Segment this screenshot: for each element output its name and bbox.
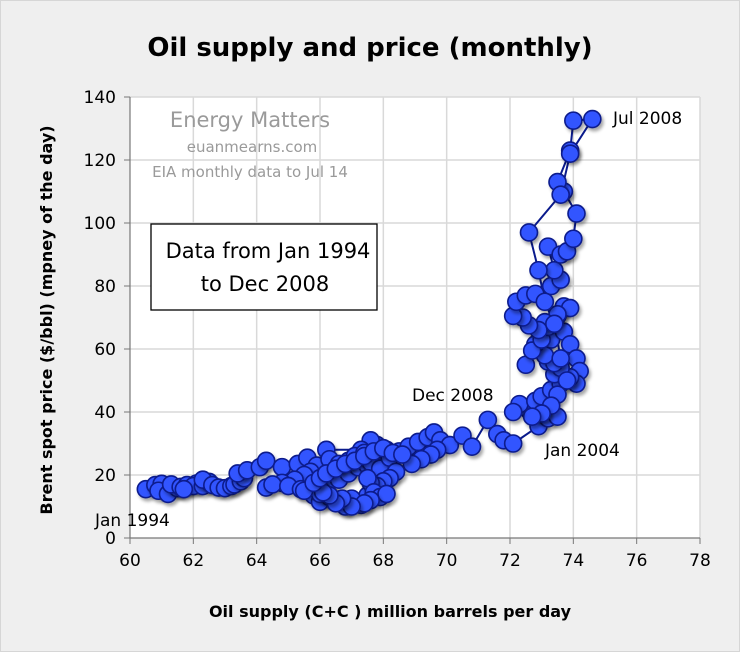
data-point	[478, 410, 498, 430]
y-tick-label: 140	[84, 88, 116, 108]
tick-labels: 60 62 64 66 68 70 72 74 76 78 0 20 40 60 80 100 120 140	[84, 88, 711, 571]
x-axis-label: Oil supply (C+C ) million barrels per da…	[209, 602, 572, 621]
data-point	[519, 223, 539, 242]
data-point	[545, 260, 564, 280]
x-tick-label: 66	[309, 551, 331, 571]
x-tick-label: 64	[246, 551, 268, 571]
y-tick-label: 100	[84, 214, 116, 234]
data-point	[560, 144, 580, 163]
data-point	[522, 407, 542, 427]
x-tick-label: 70	[436, 551, 458, 571]
chart-title: Oil supply and price (monthly)	[147, 33, 592, 63]
note-box-line1: Data from Jan 1994	[166, 239, 371, 263]
watermark-site: euanmearns.com	[187, 138, 318, 156]
axes	[124, 96, 701, 544]
y-tick-label: 40	[94, 403, 116, 423]
annotation-jan-2004: Jan 2004	[544, 441, 620, 461]
data-point	[462, 437, 482, 456]
data-point	[567, 204, 586, 223]
annotation-dec-2008: Dec 2008	[412, 386, 494, 406]
data-point	[551, 349, 570, 368]
data-point	[377, 484, 396, 504]
note-box	[150, 223, 378, 311]
data-point	[545, 314, 564, 334]
data-point	[583, 109, 602, 129]
watermark-source: EIA monthly data to Jul 14	[152, 163, 348, 181]
x-tick-label: 60	[119, 551, 141, 571]
y-tick-label: 120	[84, 151, 116, 171]
data-point	[503, 402, 523, 422]
data-point	[272, 457, 292, 477]
data-point	[263, 475, 282, 494]
x-tick-label: 74	[563, 551, 585, 571]
annotation-jan-1994: Jan 1994	[94, 511, 170, 531]
note-box-line2: to Dec 2008	[201, 272, 330, 296]
data-point	[557, 371, 577, 390]
data-point	[529, 260, 548, 280]
x-tick-label: 78	[689, 551, 711, 571]
data-point	[393, 445, 412, 464]
x-tick-label: 76	[626, 551, 648, 571]
data-point	[564, 111, 583, 130]
y-tick-label: 0	[105, 529, 116, 549]
series-points	[136, 109, 602, 516]
y-axis-label: Brent spot price ($/bbl) (mpney of the d…	[37, 125, 56, 514]
y-tick-label: 60	[94, 340, 116, 360]
y-tick-label: 80	[94, 277, 116, 297]
data-point	[564, 229, 583, 249]
data-point	[535, 292, 555, 312]
y-tick-label: 20	[94, 466, 116, 486]
watermark-title: Energy Matters	[170, 108, 330, 132]
data-point	[503, 434, 523, 453]
x-tick-label: 62	[183, 551, 205, 571]
data-point	[174, 479, 194, 499]
data-point	[256, 451, 276, 471]
x-tick-label: 72	[499, 551, 521, 571]
annotation-jul-2008: Jul 2008	[612, 109, 682, 129]
data-point	[551, 185, 570, 204]
x-tick-label: 68	[373, 551, 395, 571]
